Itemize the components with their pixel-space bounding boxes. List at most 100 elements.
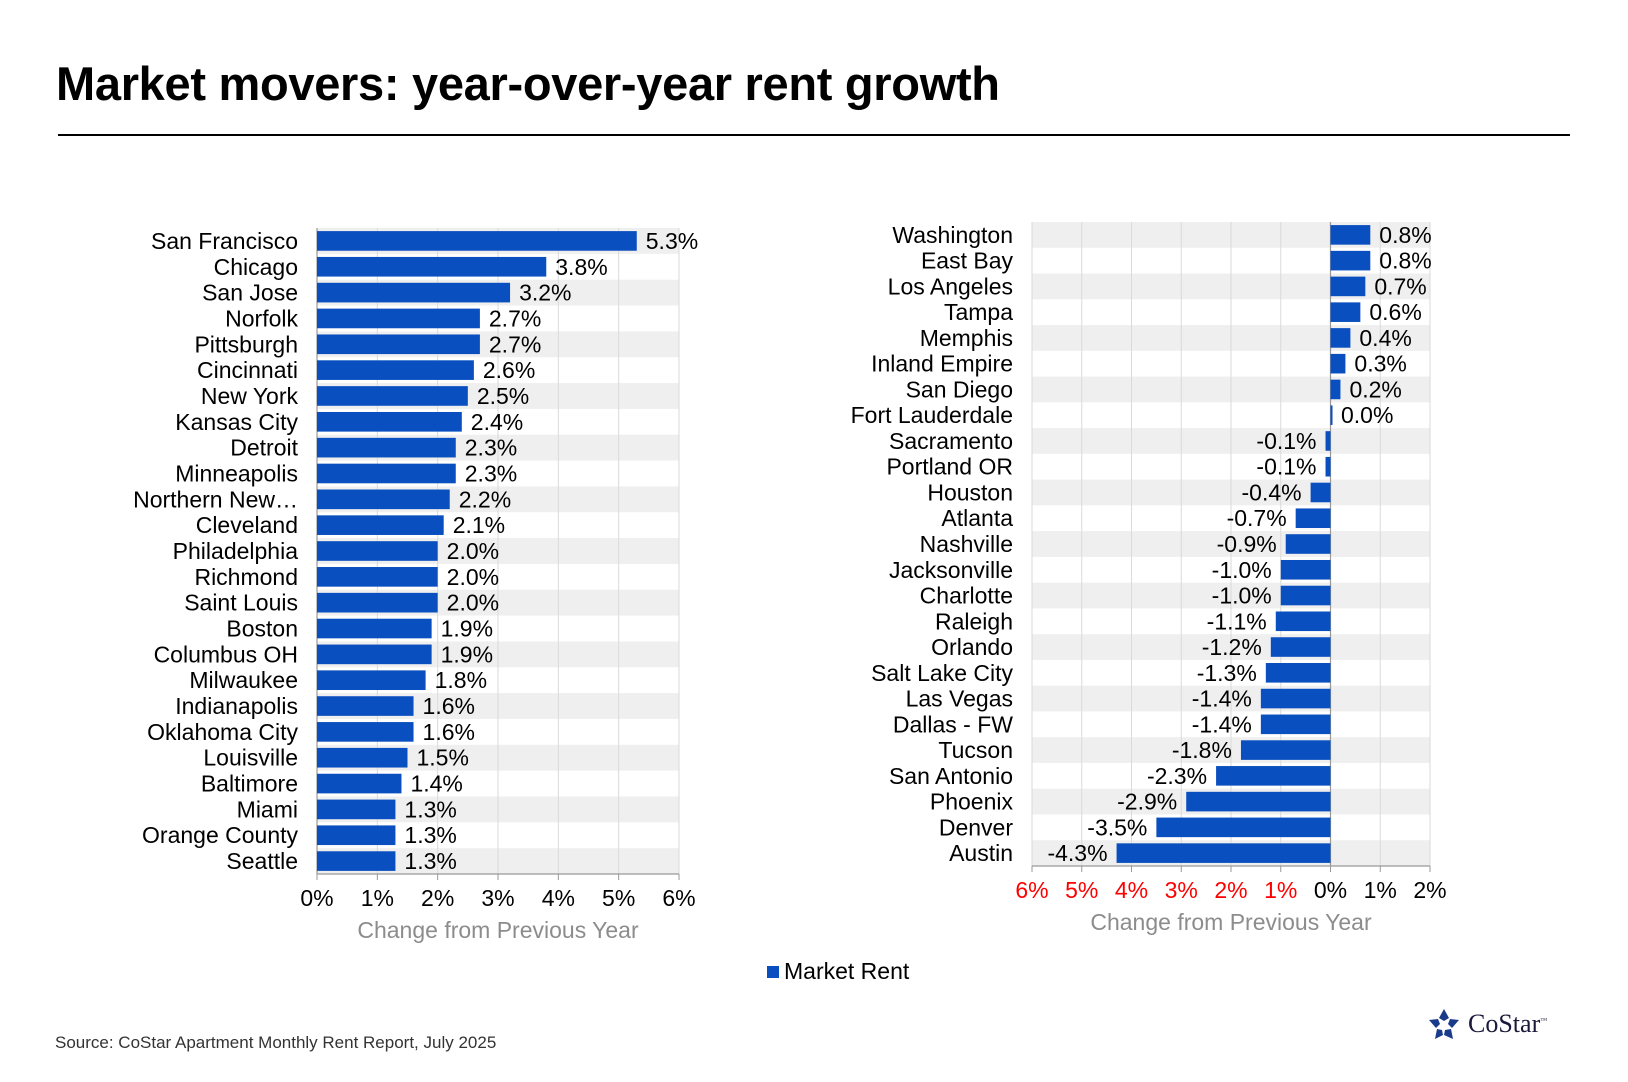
tick-label: 1% xyxy=(1364,877,1397,903)
category-label: Philadelphia xyxy=(173,538,299,564)
bar xyxy=(1280,585,1331,606)
legend-swatch xyxy=(767,965,779,978)
bar xyxy=(317,541,438,561)
bar xyxy=(1285,534,1331,554)
data-label: 5.3% xyxy=(646,228,698,254)
category-label: Sacramento xyxy=(889,428,1013,454)
data-label: 2.0% xyxy=(447,564,499,590)
bar xyxy=(317,282,511,303)
tick-label: 4% xyxy=(542,885,575,911)
legend: Market Rent xyxy=(767,958,909,985)
data-label: -1.2% xyxy=(1202,634,1262,660)
bar xyxy=(317,463,456,484)
tick-label: 4% xyxy=(1115,877,1148,903)
bar xyxy=(1330,302,1361,322)
data-label: 0.0% xyxy=(1341,402,1393,428)
bar xyxy=(1330,328,1351,348)
category-label: Minneapolis xyxy=(175,460,298,486)
tick-label: 2% xyxy=(1413,877,1446,903)
category-label: Denver xyxy=(939,814,1013,840)
costar-star-icon xyxy=(1429,1009,1459,1039)
category-label: San Diego xyxy=(906,376,1013,402)
bar xyxy=(1295,508,1331,529)
bar xyxy=(1325,431,1331,451)
bar xyxy=(317,515,444,535)
bar xyxy=(317,747,408,768)
bar xyxy=(317,308,480,329)
bar xyxy=(1330,250,1371,271)
data-label: 0.2% xyxy=(1349,376,1401,402)
category-label: Kansas City xyxy=(175,409,298,435)
bar xyxy=(317,592,438,613)
bar xyxy=(317,567,438,587)
category-label: New York xyxy=(201,383,299,409)
bar xyxy=(1260,714,1331,735)
bar xyxy=(317,334,480,355)
category-label: Jacksonville xyxy=(889,557,1013,583)
category-label: Cincinnati xyxy=(197,357,298,383)
title-divider xyxy=(58,134,1570,136)
category-label: Orange County xyxy=(142,822,298,848)
tick-label: 5% xyxy=(602,885,635,911)
category-label: Richmond xyxy=(194,564,298,590)
category-label: Nashville xyxy=(920,531,1013,557)
category-label: Seattle xyxy=(226,848,298,874)
category-label: Pittsburgh xyxy=(194,331,298,357)
bar xyxy=(317,256,547,277)
bar xyxy=(317,618,432,639)
tick-label: 0% xyxy=(300,885,333,911)
category-label: Inland Empire xyxy=(871,351,1013,377)
data-label: 2.3% xyxy=(465,435,517,461)
bar xyxy=(1330,276,1366,297)
tick-label: 3% xyxy=(481,885,514,911)
data-label: -0.1% xyxy=(1256,454,1316,480)
data-label: -1.0% xyxy=(1212,583,1272,609)
category-label: San Jose xyxy=(202,280,298,306)
category-label: Columbus OH xyxy=(154,641,298,667)
bar xyxy=(317,231,637,251)
category-label: Washington xyxy=(892,222,1013,248)
bar xyxy=(317,411,462,432)
data-label: 0.3% xyxy=(1354,351,1406,377)
data-label: 2.0% xyxy=(447,538,499,564)
data-label: 3.2% xyxy=(519,280,571,306)
data-label: -0.9% xyxy=(1217,531,1277,557)
data-label: 3.8% xyxy=(555,254,607,280)
data-label: 1.5% xyxy=(417,745,469,771)
data-label: 2.7% xyxy=(489,305,541,331)
category-label: San Antonio xyxy=(889,763,1013,789)
data-label: -1.4% xyxy=(1192,711,1252,737)
bar xyxy=(1325,456,1331,477)
data-label: 0.6% xyxy=(1369,299,1421,325)
category-label: Orlando xyxy=(931,634,1013,660)
bar xyxy=(1216,766,1331,786)
x-axis-title: Change from Previous Year xyxy=(1090,909,1372,935)
tick-label: 5% xyxy=(1065,877,1098,903)
category-label: Indianapolis xyxy=(175,693,298,719)
page-title: Market movers: year-over-year rent growt… xyxy=(56,57,1000,110)
bar xyxy=(1310,482,1331,503)
data-label: 2.2% xyxy=(459,486,511,512)
category-label: Detroit xyxy=(230,435,298,461)
category-label: Salt Lake City xyxy=(871,660,1013,686)
bar xyxy=(1186,791,1331,812)
bar xyxy=(1275,611,1331,632)
tick-label: 2% xyxy=(1214,877,1247,903)
data-label: 2.0% xyxy=(447,590,499,616)
category-label: Memphis xyxy=(920,325,1013,351)
bar xyxy=(317,489,450,510)
costar-logo: CoStar™ xyxy=(1426,1006,1547,1042)
category-label: Baltimore xyxy=(201,771,298,797)
tick-label: 6% xyxy=(1015,877,1048,903)
data-label: 1.6% xyxy=(423,693,475,719)
category-label: Tampa xyxy=(944,299,1013,325)
source-note: Source: CoStar Apartment Monthly Rent Re… xyxy=(55,1033,497,1052)
chart-bottom-growth: 6% 5% 4% 3% 2% 1% 0% 1% 2% Washington 0.8% East Bay… xyxy=(851,222,1447,935)
bar xyxy=(317,799,396,820)
data-label: 1.9% xyxy=(441,641,493,667)
data-label: -4.3% xyxy=(1047,840,1107,866)
bar xyxy=(1240,740,1331,760)
data-label: 1.3% xyxy=(404,848,456,874)
data-label: -0.7% xyxy=(1227,505,1287,531)
bar xyxy=(317,851,396,871)
